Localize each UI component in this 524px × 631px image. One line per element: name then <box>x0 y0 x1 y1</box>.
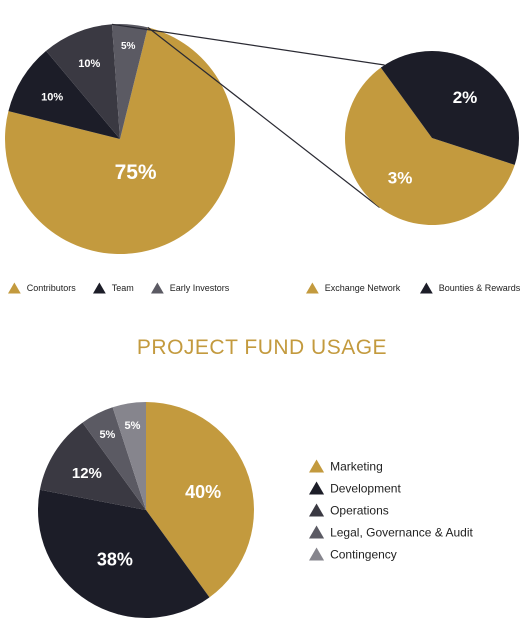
legend-marker-contributors <box>8 282 21 294</box>
data-label-contributors: 75% <box>115 161 157 184</box>
legend-marker-early-investors <box>151 282 164 294</box>
pie-slice-bounties-rewards <box>380 51 519 165</box>
data-label-marketing: 40% <box>185 482 221 502</box>
legend-marker-contingency <box>309 547 325 561</box>
fund-usage-pie: 40% 38% 12% 5% 5% <box>37 402 254 618</box>
legend-label-operations: Operations <box>330 503 389 517</box>
pie-slice-development <box>37 489 210 618</box>
legend-marker-operations <box>309 503 325 517</box>
connector-line-bottom <box>147 26 380 208</box>
legend-label-bounties-rewards: Bounties & Rewards <box>439 283 521 293</box>
legend-marker-exchange-network <box>306 282 319 294</box>
data-label-contingency: 5% <box>125 420 141 432</box>
data-label-team: 10% <box>41 92 63 104</box>
pie-slice-team <box>8 50 121 139</box>
connector-line-top <box>111 23 385 66</box>
pie-slice-operations <box>39 422 146 510</box>
legend-marker-team <box>93 282 106 294</box>
pie-slice-exchange-network-bounties-rewards <box>111 24 148 140</box>
token-breakdown-pie: 3% 2% <box>344 51 519 226</box>
pie-slice-contributors <box>5 27 236 255</box>
data-label-early-investors: 10% <box>78 58 100 70</box>
token-distribution-pie: 75% 10% 10% 5% <box>5 24 236 255</box>
token-distribution-legend: Contributors Team Early Investors <box>8 282 230 294</box>
legend-label-early-investors: Early Investors <box>170 283 230 293</box>
fund-usage-title: PROJECT FUND USAGE <box>137 336 387 359</box>
legend-marker-bounties-rewards <box>420 282 433 294</box>
legend-label-team: Team <box>112 283 134 293</box>
data-label-exchange-network: 3% <box>388 169 413 188</box>
legend-label-exchange-network: Exchange Network <box>325 283 401 293</box>
data-label-operations: 12% <box>72 465 102 482</box>
zoom-connector-lines <box>111 23 385 208</box>
data-label-bounties-rewards: 2% <box>453 88 478 107</box>
legend-label-contributors: Contributors <box>27 283 77 293</box>
pie-slice-contingency <box>112 402 146 510</box>
legend-marker-development <box>309 481 325 495</box>
legend-label-contingency: Contingency <box>330 547 397 561</box>
pie-slice-legal-governance-audit <box>82 407 146 510</box>
data-label-legal-governance-audit: 5% <box>99 429 115 441</box>
token-breakdown-legend: Exchange Network Bounties & Rewards <box>306 282 521 294</box>
legend-marker-marketing <box>309 459 325 473</box>
data-label-development: 38% <box>97 550 133 570</box>
pie-slice-exchange-network <box>344 67 515 226</box>
fund-usage-legend: Marketing Development Operations Legal, Gov… <box>309 459 474 561</box>
legend-marker-legal-governance-audit <box>309 525 325 539</box>
legend-label-legal-governance-audit: Legal, Governance & Audit <box>330 525 473 539</box>
legend-label-marketing: Marketing <box>330 459 383 473</box>
legend-label-development: Development <box>330 481 401 495</box>
pie-slice-marketing <box>146 402 254 598</box>
data-label-exchange-network-bounties-rewards: 5% <box>121 41 136 52</box>
pie-slice-early-investors <box>46 24 120 140</box>
